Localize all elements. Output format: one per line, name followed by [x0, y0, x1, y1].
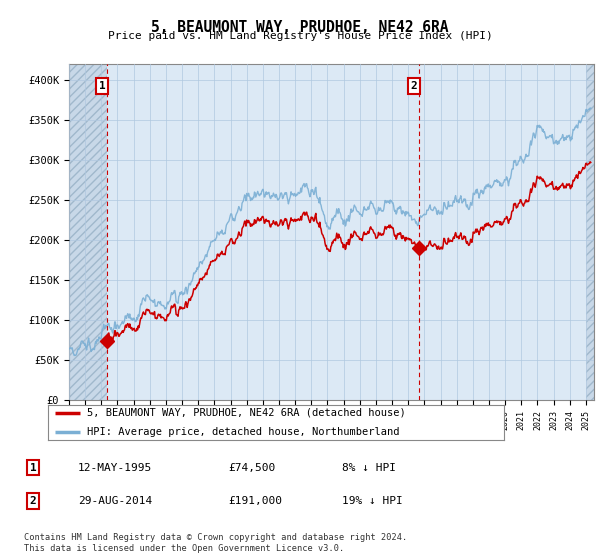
Bar	[586, 64, 600, 400]
Text: 5, BEAUMONT WAY, PRUDHOE, NE42 6RA (detached house): 5, BEAUMONT WAY, PRUDHOE, NE42 6RA (deta…	[87, 408, 406, 418]
Text: 1: 1	[99, 81, 106, 91]
Text: 2: 2	[410, 81, 418, 91]
Text: 1: 1	[29, 463, 37, 473]
Text: 29-AUG-2014: 29-AUG-2014	[78, 496, 152, 506]
Text: HPI: Average price, detached house, Northumberland: HPI: Average price, detached house, Nort…	[87, 427, 399, 437]
Text: 12-MAY-1995: 12-MAY-1995	[78, 463, 152, 473]
Text: Price paid vs. HM Land Registry's House Price Index (HPI): Price paid vs. HM Land Registry's House …	[107, 31, 493, 41]
Text: £191,000: £191,000	[228, 496, 282, 506]
Text: Contains HM Land Registry data © Crown copyright and database right 2024.
This d: Contains HM Land Registry data © Crown c…	[24, 533, 407, 553]
Text: 5, BEAUMONT WAY, PRUDHOE, NE42 6RA: 5, BEAUMONT WAY, PRUDHOE, NE42 6RA	[151, 20, 449, 35]
Text: 8% ↓ HPI: 8% ↓ HPI	[342, 463, 396, 473]
Bar	[69, 64, 107, 400]
Text: 2: 2	[29, 496, 37, 506]
Text: £74,500: £74,500	[228, 463, 275, 473]
Text: 19% ↓ HPI: 19% ↓ HPI	[342, 496, 403, 506]
